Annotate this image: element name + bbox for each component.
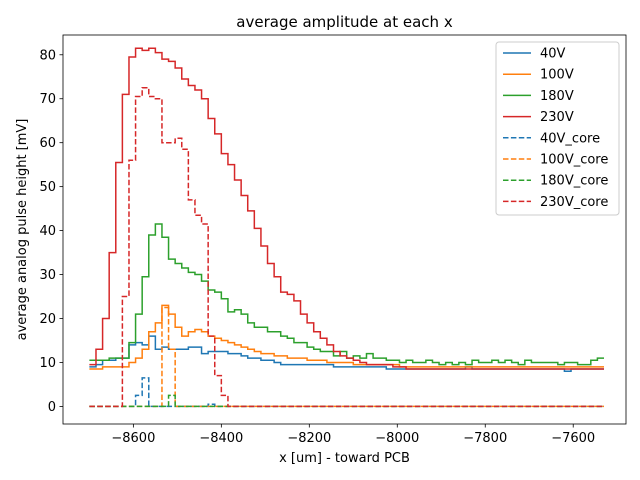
y-tick-label: 20 [39,312,56,327]
axes-frame [62,34,627,425]
x-tick-label: −7600 [551,431,595,446]
y-tick-label: 70 [39,92,56,107]
series-line-230v [89,47,605,370]
legend-label-230v: 230V [540,110,574,125]
y-tick-label: 40 [39,224,56,239]
series-line-230v-core [89,87,605,408]
legend-label-180v-core: 180V_core [540,174,608,189]
x-axis-label: x [um] - toward PCB [279,451,410,466]
y-ticks: 0 10 20 30 40 50 60 70 80 [39,48,63,415]
legend-label-230v-core: 230V_core [540,195,608,210]
x-tick-label: −8200 [287,431,331,446]
y-tick-label: 60 [39,136,56,151]
series-line-180v [89,223,605,366]
x-tick-label: −7800 [463,431,507,446]
y-tick-label: 0 [48,400,56,415]
legend: 40V 100V 180V 230V 40V_core 100V_core 180V_cor… [495,41,620,216]
x-tick-label: −8000 [375,431,419,446]
y-tick-label: 50 [39,180,56,195]
legend-label-40v-core: 40V_core [540,131,600,146]
chart-title: average amplitude at each x [236,13,453,31]
legend-label-100v-core: 100V_core [540,153,608,168]
legend-frame [495,41,620,216]
y-tick-label: 30 [39,268,56,283]
y-tick-label: 80 [39,48,56,63]
legend-label-180v: 180V [540,89,574,104]
series-layer [89,47,605,408]
legend-label-100v: 100V [540,68,574,83]
y-tick-label: 10 [39,356,56,371]
x-tick-label: −8600 [111,431,155,446]
x-ticks: −8600 −8400 −8200 −8000 −7800 −7600 [111,424,595,446]
y-axis-label: average analog pulse height [mV] [15,119,30,341]
x-tick-label: −8400 [199,431,243,446]
legend-label-40v: 40V [540,47,566,62]
